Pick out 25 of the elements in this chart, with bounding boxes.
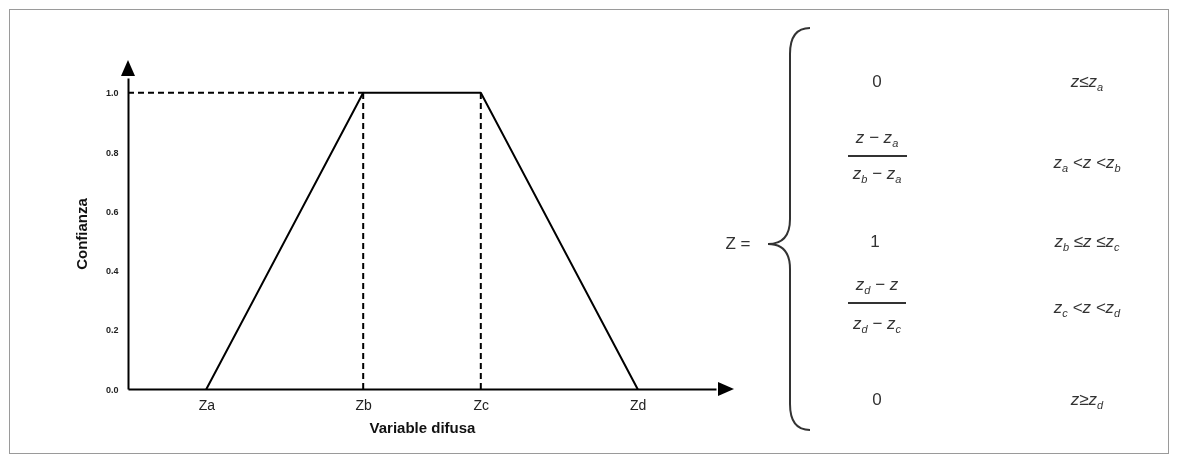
text: z≤z$_{a}$	[1070, 71, 1104, 93]
text: z$_{a}$ <z <z$_{b}$	[1053, 152, 1121, 174]
text: 0	[872, 389, 882, 410]
y-tick-label: 0.8	[105, 147, 119, 158]
text: z$_{b}$ ≤z ≤z$_{c}$	[1054, 231, 1120, 253]
text: z − z$_{a}$	[855, 127, 899, 149]
y-tick-label: 0.6	[105, 206, 119, 217]
text: z≥z$_{d}$	[1070, 389, 1104, 411]
text: 0	[872, 71, 882, 92]
y-axis-title: Confianza	[72, 197, 90, 270]
x-axis-title: Variable difusa	[369, 418, 477, 436]
text: 1	[870, 231, 880, 252]
x-tick-label: Za	[198, 396, 216, 413]
y-tick-label: 1.0	[105, 88, 119, 99]
text: z$_{d}$ − z	[855, 274, 899, 296]
x-tick-label: Zd	[629, 396, 647, 413]
text: z$_{d}$ − z$_{c}$	[853, 313, 901, 335]
y-tick-label: 0.0	[105, 384, 119, 395]
x-tick-label: Zb	[355, 396, 373, 413]
text: z$_{b}$ − z$_{a}$	[852, 163, 902, 185]
y-tick-label: 0.2	[105, 325, 119, 336]
text: z$_{c}$ <z <z$_{d}$	[1053, 297, 1121, 319]
text: Z =	[725, 233, 751, 254]
y-tick-label: 0.4	[105, 266, 119, 277]
x-tick-label: Zc	[473, 396, 490, 413]
